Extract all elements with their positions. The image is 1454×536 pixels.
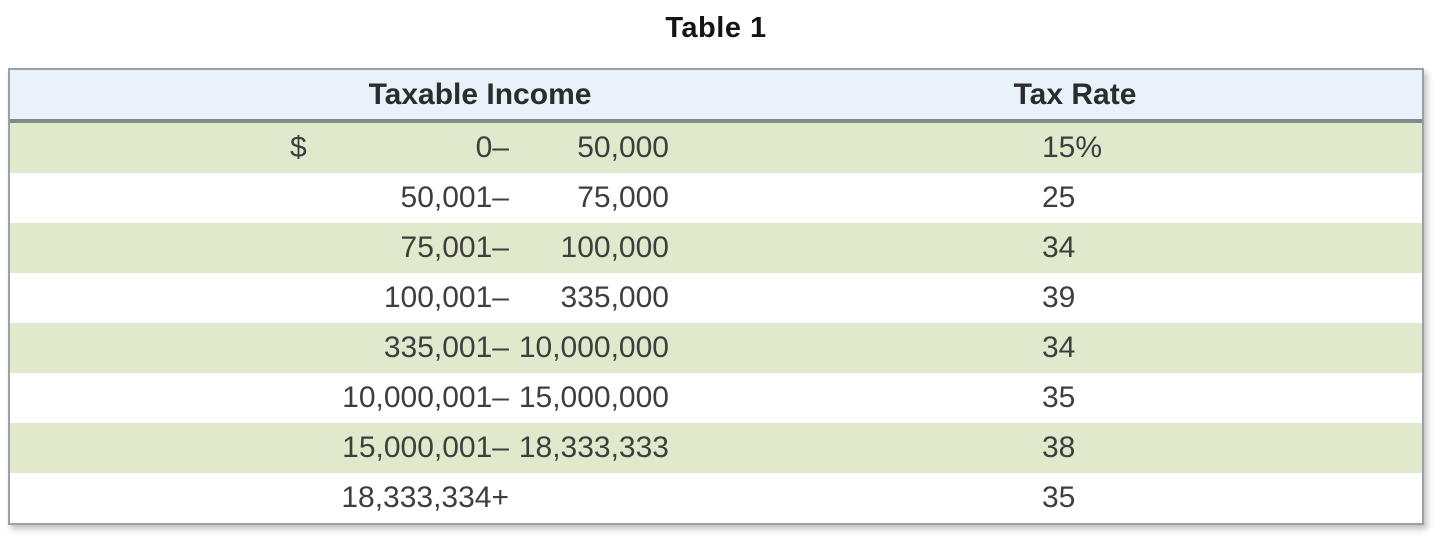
income-lower-bound: 100,001– — [383, 281, 509, 314]
income-lower-bound: 10,000,001– — [342, 381, 509, 414]
rate-column-header: Tax Rate — [1013, 77, 1137, 111]
tax-rate-value: 38 — [1042, 431, 1076, 464]
table-row: 50,001– 75,000 25 — [10, 173, 1422, 223]
tax-rate-value: 39 — [1042, 281, 1076, 314]
income-upper-bound: 15,000,000 — [518, 381, 669, 414]
table-title: Table 1 — [665, 12, 767, 44]
income-cell: 75,001– 100,000 — [10, 231, 772, 265]
income-cell: 10,000,001– 15,000,000 — [10, 381, 772, 415]
income-lower-bound: 335,001– — [383, 331, 509, 364]
income-lower-bound: 50,001– — [400, 181, 509, 214]
tax-rate-value: 25 — [1042, 181, 1076, 214]
income-cell: 100,001– 335,000 — [10, 281, 772, 315]
tax-rate-value: 15% — [1042, 131, 1103, 164]
table-row: $ 0– 50,000 15% — [10, 123, 1422, 173]
income-upper-bound: 100,000 — [560, 231, 669, 264]
income-lower-bound: 15,000,001– — [342, 431, 509, 464]
tax-rate-value: 35 — [1042, 481, 1076, 514]
income-upper-bound: 10,000,000 — [518, 331, 669, 364]
income-upper-bound: 18,333,333 — [518, 431, 669, 464]
table-header-row: Taxable Income Tax Rate — [10, 70, 1422, 123]
income-cell: $ 0– 50,000 — [10, 131, 772, 165]
income-cell: 50,001– 75,000 — [10, 181, 772, 215]
income-column-header: Taxable Income — [368, 77, 592, 111]
income-upper-bound: 335,000 — [560, 281, 669, 314]
table-row: 15,000,001– 18,333,333 38 — [10, 423, 1422, 473]
table-row: 335,001– 10,000,000 34 — [10, 323, 1422, 373]
dollar-sign: $ — [290, 131, 307, 164]
table-row: 18,333,334+ 35 — [10, 473, 1422, 523]
income-upper-bound: 75,000 — [577, 181, 669, 214]
rate-header-cell: Tax Rate — [772, 78, 1422, 112]
income-cell: 15,000,001– 18,333,333 — [10, 431, 772, 465]
table-row: 75,001– 100,000 34 — [10, 223, 1422, 273]
table-row: 10,000,001– 15,000,000 35 — [10, 373, 1422, 423]
income-lower-bound: 0– — [475, 131, 509, 164]
tax-rate-value: 35 — [1042, 381, 1076, 414]
table-row: 100,001– 335,000 39 — [10, 273, 1422, 323]
income-lower-bound: 75,001– — [400, 231, 509, 264]
tax-rate-value: 34 — [1042, 331, 1076, 364]
tax-rate-value: 34 — [1042, 231, 1076, 264]
income-cell: 18,333,334+ — [10, 481, 772, 515]
income-header-cell: Taxable Income — [10, 78, 772, 112]
income-lower-bound: 18,333,334+ — [341, 481, 509, 514]
income-upper-bound: 50,000 — [577, 131, 669, 164]
tax-rate-table: Taxable Income Tax Rate $ 0– 50,000 15% … — [8, 68, 1424, 525]
income-cell: 335,001– 10,000,000 — [10, 331, 772, 365]
